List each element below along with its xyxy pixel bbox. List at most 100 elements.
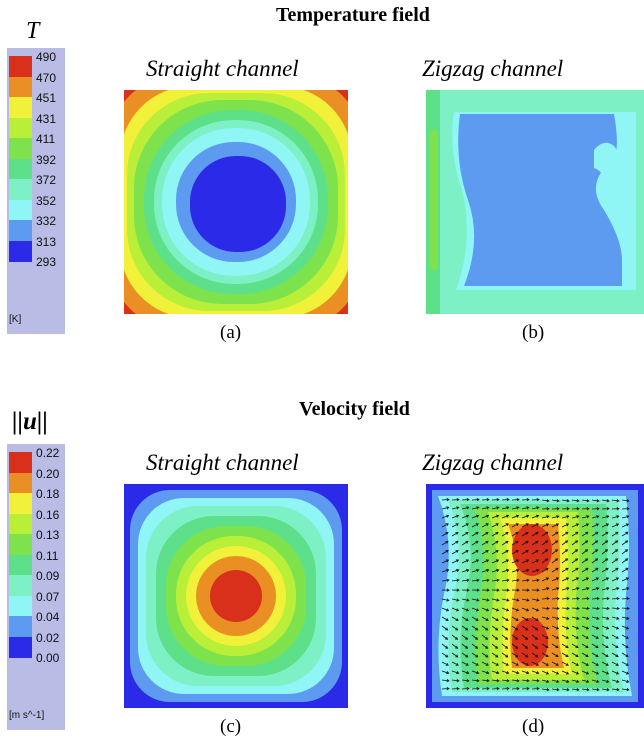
velocity-vector-head bbox=[615, 654, 619, 658]
velocity-vector bbox=[491, 598, 499, 601]
velocity-vector-head bbox=[555, 635, 559, 639]
velocity-vector-head bbox=[515, 532, 519, 535]
velocity-vector-head bbox=[475, 608, 480, 612]
velocity-vector-head bbox=[595, 662, 599, 666]
velocity-vector-head bbox=[456, 514, 460, 518]
velocity-vector-head bbox=[456, 497, 460, 502]
velocity-vector-head bbox=[556, 606, 560, 611]
velocity-vector-head bbox=[475, 654, 479, 658]
velocity-vector-head bbox=[526, 497, 530, 502]
velocity-vector-head bbox=[466, 578, 470, 582]
velocity-vector-head bbox=[615, 531, 619, 535]
velocity-vector bbox=[541, 499, 549, 502]
velocity-vector-head bbox=[545, 645, 549, 649]
velocity-vector-head bbox=[555, 645, 559, 649]
velocity-vector bbox=[611, 652, 619, 657]
velocity-vector bbox=[441, 607, 449, 611]
velocity-vector bbox=[621, 679, 629, 683]
velocity-vector bbox=[571, 531, 579, 537]
velocity-vector bbox=[531, 532, 539, 537]
velocity-vector-head bbox=[605, 662, 609, 666]
velocity-vector-head bbox=[585, 558, 589, 562]
velocity-vector bbox=[521, 532, 529, 537]
velocity-vector bbox=[571, 587, 579, 591]
velocity-vector bbox=[491, 634, 498, 640]
velocity-vector-head bbox=[546, 687, 550, 692]
velocity-vector-head bbox=[536, 678, 540, 683]
velocity-vector-head bbox=[534, 636, 539, 640]
velocity-vector-head bbox=[565, 577, 570, 581]
velocity-vector-head bbox=[596, 499, 600, 503]
velocity-vector bbox=[451, 523, 459, 528]
velocity-vector-head bbox=[536, 578, 540, 582]
velocity-vector bbox=[581, 531, 589, 537]
velocity-vector-head bbox=[445, 559, 450, 563]
velocity-colorbar-tick-label: 0.04 bbox=[36, 610, 60, 624]
temperature-colorbar-tick-label: 490 bbox=[36, 50, 57, 64]
velocity-vector-head bbox=[545, 671, 550, 675]
velocity-colorbar-swatch bbox=[9, 493, 32, 514]
velocity-vector-head bbox=[525, 559, 530, 563]
velocity-vector-head bbox=[486, 671, 490, 675]
velocity-vector bbox=[611, 607, 620, 609]
velocity-vector bbox=[491, 507, 499, 510]
velocity-vector-head bbox=[535, 559, 540, 563]
velocity-vector bbox=[521, 607, 529, 611]
velocity-vector-head bbox=[586, 507, 590, 511]
velocity-vector-head bbox=[595, 645, 599, 649]
velocity-vector bbox=[511, 625, 518, 631]
velocity-colorbar-tick-label: 0.00 bbox=[36, 651, 60, 665]
velocity-vector-head bbox=[446, 678, 450, 683]
velocity-vector bbox=[511, 634, 518, 640]
velocity-vector-head bbox=[594, 549, 599, 553]
velocity-vector-head bbox=[624, 549, 629, 553]
velocity-vector bbox=[611, 679, 619, 683]
velocity-vector-head bbox=[555, 577, 560, 581]
velocity-vector bbox=[561, 688, 569, 691]
velocity-vector bbox=[531, 540, 539, 546]
velocity-vector-head bbox=[465, 618, 469, 621]
velocity-vector-head bbox=[605, 626, 610, 630]
velocity-vector-head bbox=[516, 578, 520, 582]
velocity-vector-head bbox=[565, 523, 570, 527]
velocity-vector bbox=[571, 558, 578, 564]
velocity-vector bbox=[621, 567, 629, 573]
velocity-vector-head bbox=[606, 596, 610, 601]
velocity-vector bbox=[481, 598, 489, 601]
velocity-vector bbox=[611, 515, 619, 519]
velocity-vector-head bbox=[445, 608, 450, 612]
velocity-vector-head bbox=[606, 687, 610, 692]
velocity-vector-head bbox=[616, 596, 620, 601]
velocity-vector bbox=[511, 499, 520, 501]
velocity-colorbar-swatch bbox=[9, 616, 32, 637]
velocity-vector-head bbox=[455, 523, 459, 527]
velocity-vector-head bbox=[505, 645, 509, 649]
velocity-vector bbox=[461, 523, 469, 528]
velocity-vector bbox=[531, 515, 539, 519]
velocity-vector-head bbox=[496, 678, 500, 683]
velocity-vector bbox=[461, 652, 469, 658]
velocity-vector-head bbox=[565, 558, 569, 562]
velocity-vector bbox=[541, 577, 549, 582]
velocity-vector-head bbox=[466, 678, 470, 683]
velocity-vector bbox=[601, 598, 610, 600]
velocity-vector-head bbox=[536, 588, 540, 592]
velocity-vector-head bbox=[545, 558, 549, 562]
velocity-vector-head bbox=[605, 577, 610, 581]
velocity-vector bbox=[461, 598, 469, 601]
velocity-vector-head bbox=[465, 540, 469, 544]
velocity-vector bbox=[471, 532, 479, 537]
velocity-vector-head bbox=[585, 577, 590, 581]
velocity-vector bbox=[451, 616, 459, 621]
velocity-vector bbox=[491, 499, 500, 501]
panel-d-velocity-zigzag bbox=[426, 484, 644, 708]
velocity-vector-head bbox=[506, 497, 510, 502]
velocity-vector bbox=[541, 670, 549, 675]
velocity-vector bbox=[611, 616, 619, 620]
velocity-vector-head bbox=[516, 686, 520, 691]
velocity-vector-head bbox=[585, 540, 589, 544]
velocity-vector-head bbox=[475, 645, 479, 649]
velocity-vector-head bbox=[626, 596, 630, 601]
velocity-vector bbox=[551, 558, 558, 564]
velocity-vector bbox=[551, 523, 559, 528]
